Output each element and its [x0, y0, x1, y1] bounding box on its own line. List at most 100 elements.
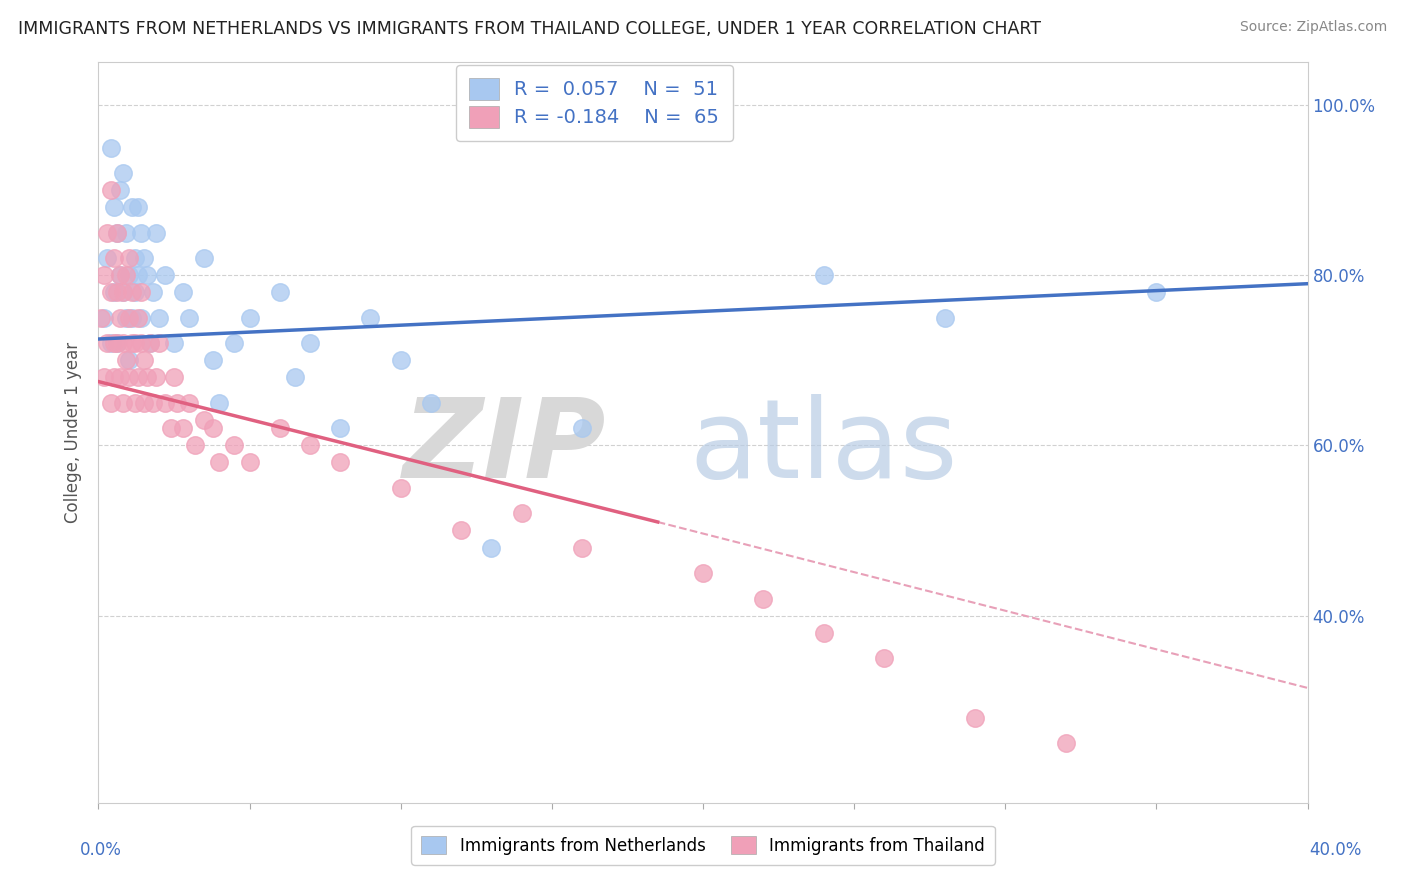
Point — [153, 268, 176, 283]
Point — [299, 336, 322, 351]
Point — [114, 226, 136, 240]
Point — [100, 140, 122, 154]
Point — [873, 651, 896, 665]
Point — [202, 353, 225, 368]
Point — [481, 541, 503, 555]
Point — [450, 524, 472, 538]
Point — [224, 438, 246, 452]
Point — [118, 268, 141, 283]
Point — [965, 711, 987, 725]
Text: atlas: atlas — [690, 394, 957, 501]
Point — [127, 310, 149, 325]
Point — [111, 285, 134, 300]
Point — [571, 421, 593, 435]
Point — [179, 396, 201, 410]
Point — [118, 251, 141, 265]
Point — [93, 268, 115, 283]
Point — [108, 310, 131, 325]
Point — [108, 268, 131, 283]
Point — [692, 566, 714, 580]
Point — [132, 396, 155, 410]
Point — [103, 251, 125, 265]
Point — [269, 421, 291, 435]
Point — [90, 310, 112, 325]
Point — [114, 353, 136, 368]
Point — [813, 625, 835, 640]
Point — [121, 200, 143, 214]
Point — [108, 268, 131, 283]
Point — [202, 421, 225, 435]
Point — [145, 226, 167, 240]
Y-axis label: College, Under 1 year: College, Under 1 year — [65, 342, 83, 524]
Point — [132, 251, 155, 265]
Point — [127, 200, 149, 214]
Point — [121, 310, 143, 325]
Point — [153, 396, 176, 410]
Point — [96, 251, 118, 265]
Point — [129, 336, 152, 351]
Point — [103, 336, 125, 351]
Point — [179, 310, 201, 325]
Text: 40.0%: 40.0% — [1309, 840, 1362, 858]
Point — [163, 336, 186, 351]
Point — [752, 591, 775, 606]
Point — [135, 268, 157, 283]
Point — [114, 268, 136, 283]
Point — [1144, 285, 1167, 300]
Point — [108, 370, 131, 384]
Point — [121, 336, 143, 351]
Point — [172, 421, 194, 435]
Point — [148, 310, 170, 325]
Point — [510, 507, 533, 521]
Legend: Immigrants from Netherlands, Immigrants from Thailand: Immigrants from Netherlands, Immigrants … — [412, 826, 994, 865]
Point — [142, 396, 165, 410]
Point — [160, 421, 183, 435]
Point — [193, 413, 215, 427]
Point — [139, 336, 162, 351]
Point — [114, 310, 136, 325]
Point — [103, 370, 125, 384]
Point — [93, 310, 115, 325]
Point — [145, 370, 167, 384]
Point — [299, 438, 322, 452]
Point — [111, 336, 134, 351]
Point — [360, 310, 382, 325]
Point — [148, 336, 170, 351]
Point — [118, 370, 141, 384]
Point — [105, 336, 128, 351]
Point — [111, 166, 134, 180]
Point — [329, 455, 352, 469]
Point — [93, 370, 115, 384]
Point — [129, 226, 152, 240]
Text: ZIP: ZIP — [402, 394, 606, 501]
Point — [139, 336, 162, 351]
Point — [121, 285, 143, 300]
Point — [108, 183, 131, 197]
Text: Source: ZipAtlas.com: Source: ZipAtlas.com — [1240, 20, 1388, 34]
Point — [1054, 736, 1077, 750]
Point — [100, 285, 122, 300]
Point — [100, 183, 122, 197]
Point — [96, 336, 118, 351]
Point — [105, 285, 128, 300]
Point — [269, 285, 291, 300]
Point — [118, 310, 141, 325]
Point — [813, 268, 835, 283]
Point — [127, 370, 149, 384]
Point — [934, 310, 956, 325]
Point — [172, 285, 194, 300]
Point — [420, 396, 443, 410]
Point — [105, 226, 128, 240]
Point — [124, 396, 146, 410]
Point — [100, 396, 122, 410]
Text: IMMIGRANTS FROM NETHERLANDS VS IMMIGRANTS FROM THAILAND COLLEGE, UNDER 1 YEAR CO: IMMIGRANTS FROM NETHERLANDS VS IMMIGRANT… — [18, 20, 1042, 37]
Point — [163, 370, 186, 384]
Point — [127, 268, 149, 283]
Point — [389, 481, 412, 495]
Point — [129, 285, 152, 300]
Point — [105, 226, 128, 240]
Point — [184, 438, 207, 452]
Point — [118, 353, 141, 368]
Point — [103, 285, 125, 300]
Point — [124, 251, 146, 265]
